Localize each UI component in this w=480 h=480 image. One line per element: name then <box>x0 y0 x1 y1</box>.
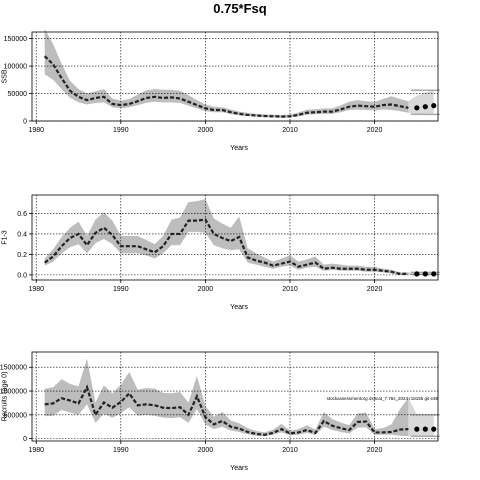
x-tick-label: 2010 <box>282 127 298 134</box>
projection-band <box>408 397 434 437</box>
y-tick-label: 150000 <box>4 36 27 43</box>
x-axis-label: Years <box>230 465 248 472</box>
projection-point <box>414 105 420 111</box>
x-tick-label: 2010 <box>282 447 298 454</box>
y-tick-label: 100000 <box>4 64 27 71</box>
projection-point <box>431 271 437 277</box>
panel-3: 1980 1990 2000 2010 2020 0 500000 1000000 150000… <box>0 351 440 472</box>
x-tick-label: 1990 <box>113 127 129 134</box>
x-tick-label: 2020 <box>367 286 383 293</box>
plot-frame <box>31 194 439 281</box>
x-axis-label: Years <box>230 304 248 311</box>
projection-point <box>414 271 420 277</box>
x-tick-label: 1980 <box>28 127 44 134</box>
median-line <box>44 384 409 436</box>
y-tick-label: 50000 <box>8 91 28 98</box>
confidence-band <box>44 199 409 275</box>
y-tick-label: 0 <box>23 119 27 126</box>
x-tick-label: 1980 <box>28 447 44 454</box>
median-line <box>44 218 409 275</box>
x-tick-label: 2010 <box>282 286 298 293</box>
x-axis-label: Years <box>230 145 248 152</box>
panel-2: 1980 1990 2000 2010 2020 0.0 0.2 0.4 0.6 Years F1-… <box>2 194 440 311</box>
y-tick-label: 1500000 <box>0 365 27 372</box>
panel-1: 1980 1990 2000 2010 2020 0 50000 100000 150000 Ye… <box>2 28 440 152</box>
projection-point <box>422 271 428 277</box>
x-tick-label: 2000 <box>198 286 214 293</box>
y-tick-label: 1000000 <box>0 389 27 396</box>
plot-frame <box>31 31 439 122</box>
projection-band <box>408 90 434 115</box>
median-line <box>43 55 409 118</box>
projection-point <box>431 426 437 432</box>
plot-frame <box>31 351 439 442</box>
confidence-band <box>44 28 409 118</box>
x-tick-label: 1980 <box>28 286 44 293</box>
x-tick-label: 2000 <box>198 127 214 134</box>
y-tick-label: 0 <box>23 436 27 443</box>
y-tick-label: 0.0 <box>17 272 27 279</box>
y-axis-label: Recruits (age 0) <box>2 372 9 422</box>
y-tick-label: 0.6 <box>17 211 27 218</box>
x-tick-label: 2020 <box>367 447 383 454</box>
x-tick-label: 2020 <box>367 127 383 134</box>
x-tick-label: 2000 <box>198 447 214 454</box>
projection-point <box>414 426 420 432</box>
y-axis-label: F1-3 <box>2 230 9 245</box>
x-tick-label: 1990 <box>113 447 129 454</box>
projection-point <box>422 426 428 432</box>
annotation-note: stockassessmentorg.ss8cat_7.76s_2024 r18… <box>327 396 439 401</box>
y-tick-label: 0.2 <box>17 252 27 259</box>
y-tick-label: 0.4 <box>17 231 27 238</box>
projection-point <box>422 104 428 110</box>
y-tick-label: 500000 <box>4 412 27 419</box>
x-tick-label: 1990 <box>113 286 129 293</box>
y-axis-label: SSB <box>2 69 9 83</box>
chart-title: 0.75*Fsq <box>213 1 267 16</box>
projection-point <box>431 103 437 109</box>
